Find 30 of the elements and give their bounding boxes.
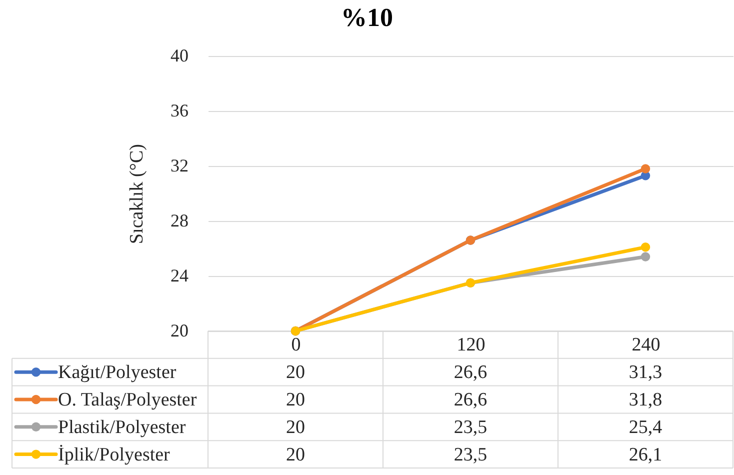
legend-label: İplik/Polyester xyxy=(58,444,171,466)
data-label: 20 xyxy=(286,444,305,466)
legend-label: O. Talaş/Polyester xyxy=(58,390,198,410)
data-label: 23,5 xyxy=(454,416,488,438)
data-label: 31,3 xyxy=(628,362,662,384)
x-tick-label: 0 xyxy=(291,334,301,356)
legend-label: Plastik/Polyester xyxy=(58,416,186,438)
point xyxy=(640,242,650,252)
y-tick-label: 28 xyxy=(170,210,188,230)
y-tick-label: 24 xyxy=(170,266,188,286)
x-tick-label: 240 xyxy=(632,334,660,356)
y-tick-label: 36 xyxy=(170,100,188,120)
x-tick-label: 120 xyxy=(456,334,486,356)
data-label: 25,4 xyxy=(628,416,663,438)
data-label: 20 xyxy=(286,362,305,384)
chart-title: %10 xyxy=(341,3,393,32)
data-label: 26,6 xyxy=(454,390,488,410)
legend-label: Kağıt/Polyester xyxy=(58,362,177,384)
data-label: 20 xyxy=(286,416,305,438)
data-label: 20 xyxy=(286,390,305,410)
data-label: 31,8 xyxy=(628,390,662,410)
y-axis-title: Sıcaklık (°C) xyxy=(126,144,148,244)
point xyxy=(640,164,650,174)
point xyxy=(640,252,650,262)
y-tick-label: 40 xyxy=(170,46,188,66)
data-label: 23,5 xyxy=(454,444,488,466)
y-tick-label: 32 xyxy=(170,156,188,176)
y-tick-label: 20 xyxy=(170,320,188,340)
data-label: 26,1 xyxy=(628,444,662,466)
data-label: 26,6 xyxy=(454,362,488,384)
